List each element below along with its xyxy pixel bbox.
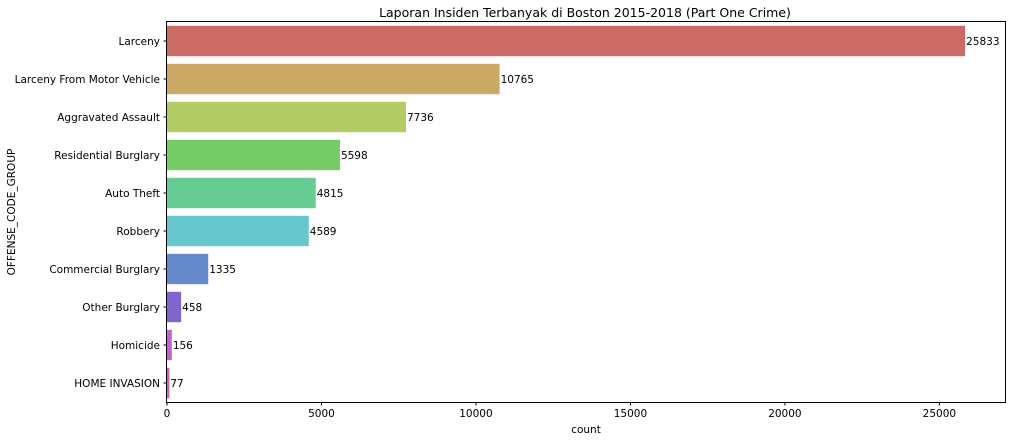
x-tick-label: 15000: [614, 408, 647, 420]
chart-title: Laporan Insiden Terbanyak di Boston 2015…: [379, 5, 791, 20]
bar: [167, 63, 500, 95]
bar: [167, 291, 182, 323]
data-label: 458: [182, 302, 202, 314]
category-label: Other Burglary: [82, 302, 160, 314]
x-tick-label: 0: [164, 408, 171, 420]
x-axis-label: count: [571, 424, 601, 436]
data-label: 1335: [209, 264, 236, 276]
data-label: 156: [173, 340, 193, 352]
x-tick-label: 20000: [768, 408, 801, 420]
category-label: Aggravated Assault: [57, 112, 160, 124]
category-label: Homicide: [111, 340, 160, 352]
bar: [167, 25, 966, 57]
category-label: Residential Burglary: [54, 150, 160, 162]
data-label: 4589: [310, 226, 337, 238]
plot-area-frame: [166, 21, 1006, 403]
category-label: Larceny From Motor Vehicle: [15, 74, 160, 86]
category-label: Auto Theft: [105, 188, 160, 200]
bar: [167, 253, 209, 285]
bar: [167, 139, 340, 171]
x-tick-label: 5000: [308, 408, 335, 420]
data-label: 4815: [317, 188, 344, 200]
data-label: 5598: [341, 150, 368, 162]
category-label: Larceny: [119, 36, 160, 48]
category-label: Robbery: [116, 226, 160, 238]
bar: [167, 101, 407, 133]
bar: [167, 367, 170, 399]
x-tick-label: 10000: [459, 408, 492, 420]
data-label: 25833: [966, 36, 999, 48]
data-label: 77: [170, 378, 183, 390]
bar: [167, 329, 172, 361]
category-label: HOME INVASION: [74, 378, 160, 390]
y-axis-label: OFFENSE_CODE_GROUP: [6, 149, 18, 276]
category-label: Commercial Burglary: [49, 264, 160, 276]
data-label: 10765: [501, 74, 534, 86]
x-tick-label: 25000: [923, 408, 956, 420]
data-label: 7736: [407, 112, 434, 124]
bar: [167, 177, 316, 209]
bar: [167, 215, 309, 247]
